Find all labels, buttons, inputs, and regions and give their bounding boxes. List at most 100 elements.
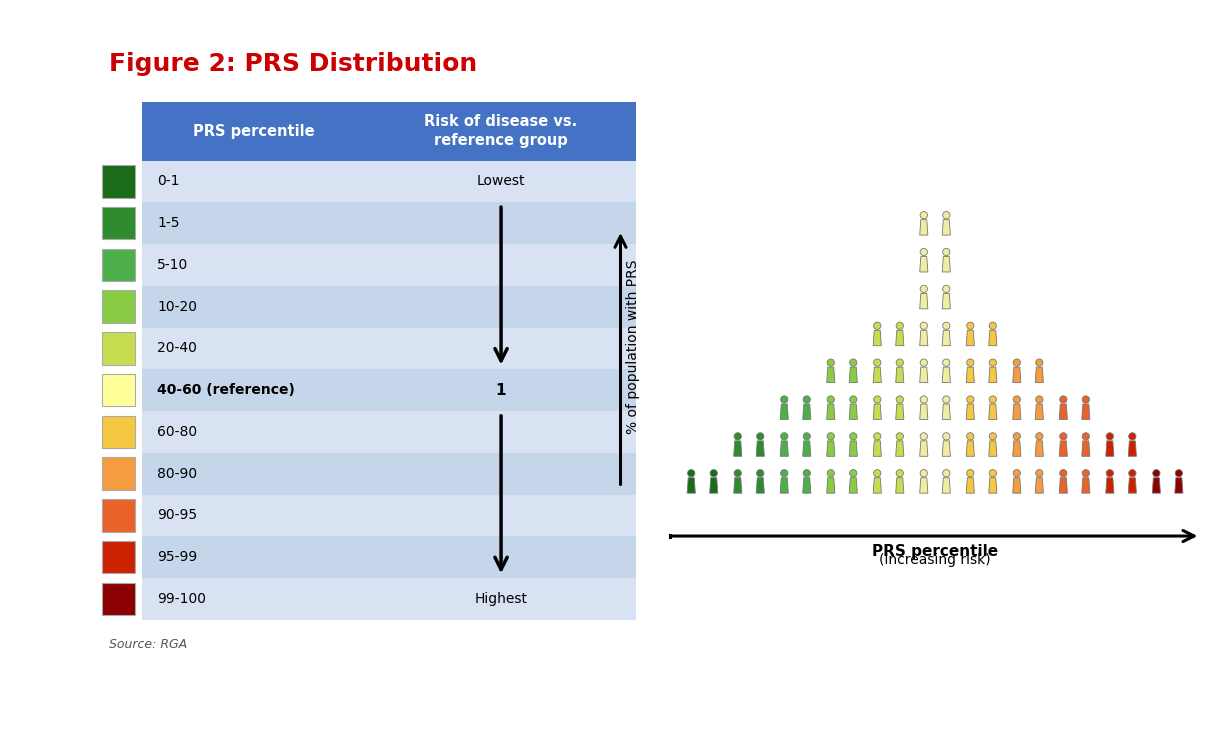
Circle shape — [757, 433, 764, 440]
Circle shape — [688, 469, 695, 477]
Circle shape — [850, 396, 857, 403]
Polygon shape — [919, 404, 928, 420]
Polygon shape — [803, 441, 811, 456]
Polygon shape — [942, 220, 951, 235]
Circle shape — [757, 469, 764, 477]
Circle shape — [920, 359, 928, 366]
Bar — [142, 494, 636, 537]
Polygon shape — [1012, 404, 1021, 420]
Circle shape — [942, 322, 949, 329]
Polygon shape — [1012, 367, 1021, 383]
Circle shape — [734, 469, 741, 477]
Circle shape — [827, 359, 834, 366]
Bar — [102, 249, 134, 281]
Circle shape — [1083, 433, 1090, 440]
Polygon shape — [827, 367, 834, 383]
Circle shape — [920, 469, 928, 477]
Polygon shape — [942, 367, 951, 383]
Circle shape — [850, 359, 857, 366]
Bar — [102, 415, 134, 448]
Polygon shape — [827, 441, 834, 456]
Polygon shape — [849, 441, 857, 456]
Circle shape — [850, 469, 857, 477]
Circle shape — [803, 433, 810, 440]
Polygon shape — [1035, 441, 1044, 456]
Circle shape — [920, 248, 928, 255]
Polygon shape — [1035, 477, 1044, 493]
Circle shape — [896, 396, 903, 403]
Circle shape — [942, 212, 949, 219]
Polygon shape — [919, 330, 928, 346]
Polygon shape — [710, 477, 718, 493]
Bar — [142, 286, 636, 328]
Polygon shape — [780, 404, 788, 420]
Bar — [102, 374, 134, 407]
Circle shape — [966, 433, 974, 440]
Polygon shape — [896, 477, 903, 493]
Text: 5-10: 5-10 — [157, 258, 189, 272]
Polygon shape — [827, 404, 834, 420]
Polygon shape — [966, 330, 975, 346]
Polygon shape — [1106, 477, 1114, 493]
Polygon shape — [919, 367, 928, 383]
Polygon shape — [966, 441, 975, 456]
Text: Highest: Highest — [475, 592, 528, 606]
Polygon shape — [803, 404, 811, 420]
Polygon shape — [896, 441, 903, 456]
Circle shape — [896, 469, 903, 477]
Polygon shape — [827, 477, 834, 493]
Polygon shape — [988, 330, 997, 346]
Polygon shape — [942, 404, 951, 420]
Polygon shape — [942, 477, 951, 493]
Text: 95-99: 95-99 — [157, 550, 197, 564]
Bar — [142, 244, 636, 286]
Polygon shape — [1129, 441, 1136, 456]
Text: Lowest: Lowest — [477, 174, 526, 188]
Circle shape — [942, 433, 949, 440]
Polygon shape — [1060, 441, 1067, 456]
Polygon shape — [687, 477, 695, 493]
Polygon shape — [942, 441, 951, 456]
Circle shape — [942, 285, 949, 293]
Polygon shape — [803, 477, 811, 493]
Text: (increasing risk): (increasing risk) — [879, 553, 991, 567]
Bar — [142, 411, 636, 453]
Polygon shape — [1035, 367, 1044, 383]
Bar — [142, 453, 636, 494]
Polygon shape — [734, 477, 742, 493]
Bar — [102, 541, 134, 574]
Text: % of population with PRS: % of population with PRS — [626, 260, 641, 434]
Polygon shape — [896, 367, 903, 383]
Polygon shape — [966, 367, 975, 383]
Circle shape — [827, 396, 834, 403]
Bar — [102, 458, 134, 490]
Circle shape — [1014, 359, 1021, 366]
Circle shape — [781, 469, 788, 477]
Circle shape — [1060, 396, 1067, 403]
Polygon shape — [919, 477, 928, 493]
Circle shape — [1129, 469, 1136, 477]
Bar — [102, 332, 134, 365]
Circle shape — [920, 433, 928, 440]
Circle shape — [734, 433, 741, 440]
Circle shape — [1060, 469, 1067, 477]
Circle shape — [942, 396, 949, 403]
Circle shape — [896, 433, 903, 440]
Polygon shape — [942, 330, 951, 346]
Polygon shape — [1081, 477, 1090, 493]
Polygon shape — [988, 404, 997, 420]
Text: 90-95: 90-95 — [157, 508, 197, 523]
Circle shape — [989, 322, 997, 329]
Bar — [102, 583, 134, 615]
Polygon shape — [988, 367, 997, 383]
Bar — [142, 369, 636, 411]
Circle shape — [850, 433, 857, 440]
Circle shape — [920, 396, 928, 403]
Bar — [102, 291, 134, 323]
Bar — [142, 101, 636, 161]
Polygon shape — [873, 477, 882, 493]
Circle shape — [896, 359, 903, 366]
Text: 99-100: 99-100 — [157, 592, 206, 606]
Text: 20-40: 20-40 — [157, 342, 197, 356]
Circle shape — [896, 322, 903, 329]
